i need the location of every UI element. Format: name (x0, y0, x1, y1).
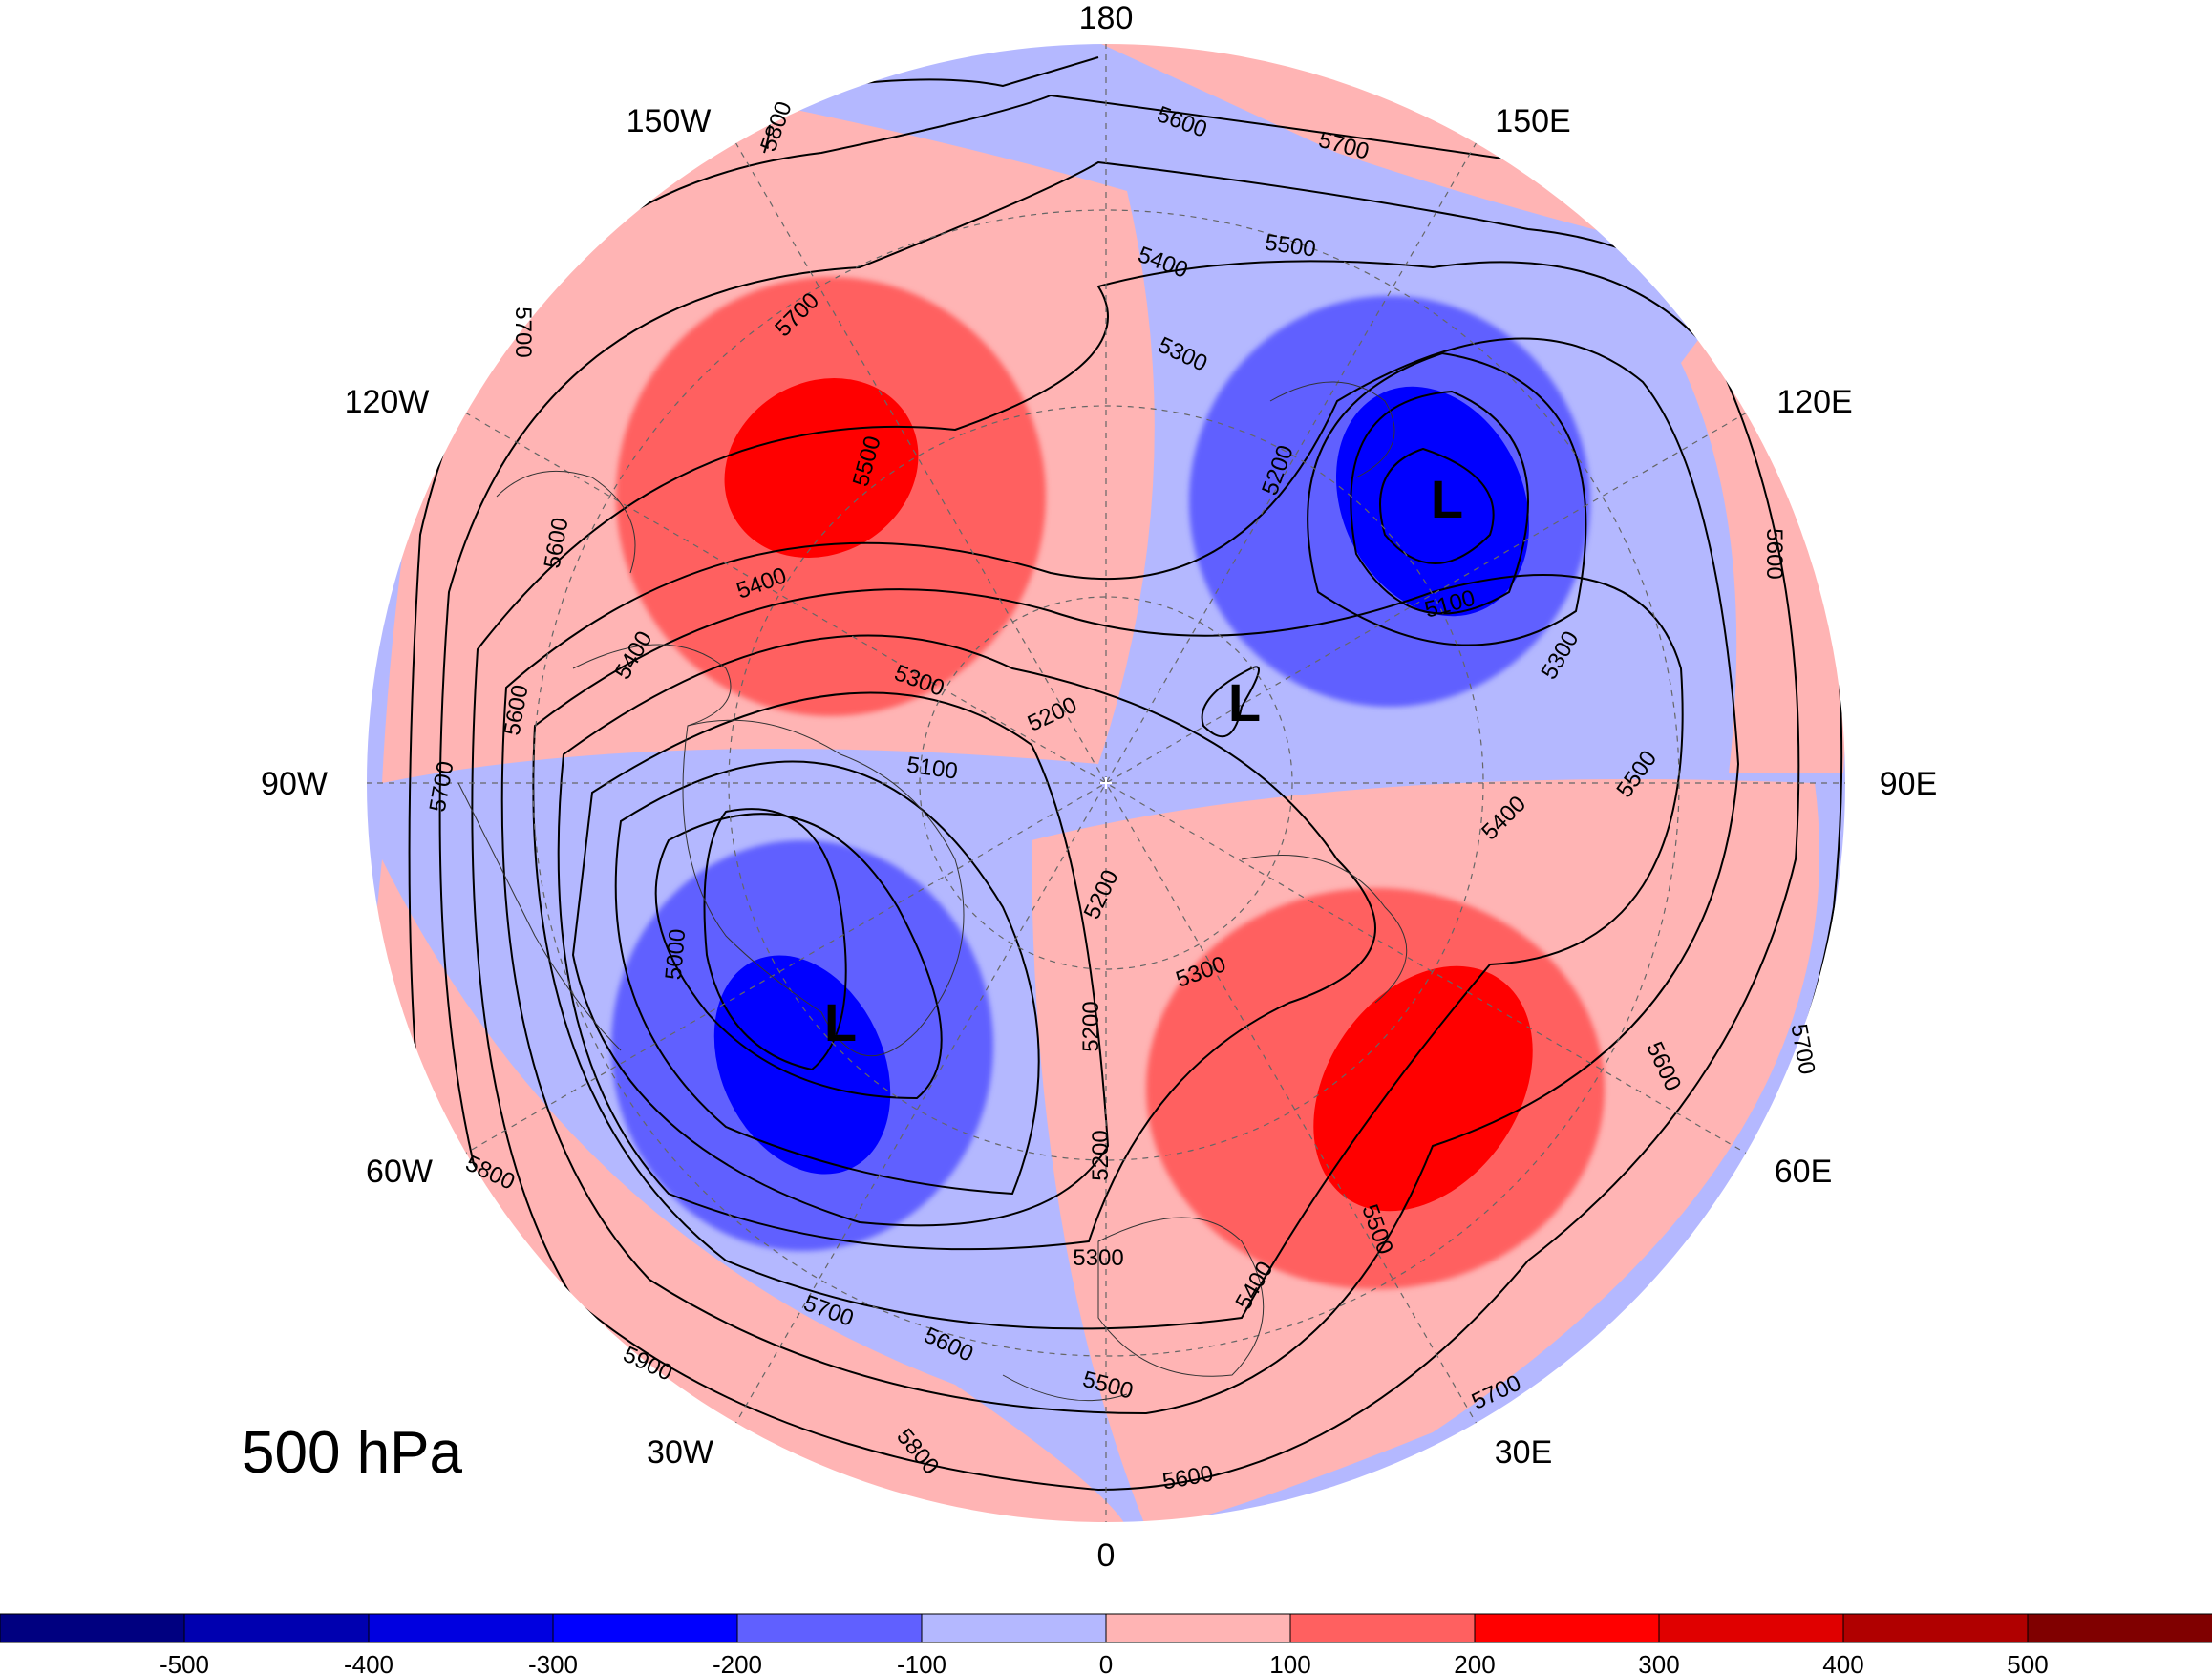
colorbar-box (736, 1613, 923, 1643)
colorbar-tick-label: 500 (2007, 1650, 2048, 1674)
colorbar-box (1105, 1613, 1291, 1643)
colorbar-box (0, 1613, 185, 1643)
lon-label-150e: 150E (1495, 103, 1570, 139)
colorbar-tick-label: -100 (897, 1650, 946, 1674)
longitude-labels: 180 150E 120E 90E 60E 30E 0 30W 60W 90W … (261, 0, 1937, 1574)
contour-label: 5700 (510, 307, 536, 357)
colorbar-box (2027, 1613, 2212, 1643)
lon-label-180: 180 (1079, 0, 1134, 36)
pole-marker (1100, 777, 1112, 789)
contour-label: 5000 (661, 928, 691, 982)
lon-label-150w: 150W (627, 103, 712, 139)
colorbar-tick-label: -200 (713, 1650, 762, 1674)
lon-label-90e: 90E (1880, 766, 1938, 802)
colorbar-tick-label: -300 (528, 1650, 578, 1674)
lon-label-30e: 30E (1495, 1434, 1553, 1471)
anomaly-shading (366, 43, 1846, 1523)
colorbar-tick-label: -500 (160, 1650, 209, 1674)
colorbar-tick-label: 200 (1454, 1650, 1495, 1674)
low-marker-arctic: L (1228, 672, 1261, 732)
colorbar-box (1289, 1613, 1476, 1643)
coastlines (457, 381, 1408, 1402)
lon-label-60w: 60W (366, 1154, 433, 1190)
colorbar-box (552, 1613, 738, 1643)
contour-label: 5200 (1088, 1130, 1114, 1180)
contour-label: 5200 (1078, 1001, 1104, 1051)
colorbar-box (1658, 1613, 1844, 1643)
level-title: 500 hPa (242, 1420, 463, 1486)
low-markers: L L L (824, 469, 1463, 1052)
graticule (366, 43, 1846, 1523)
colorbar: -500 -400 -300 -200 -100 0 100 200 300 400 500 (0, 1613, 2212, 1674)
colorbar-box (183, 1613, 370, 1643)
contour-label: 5600 (1761, 528, 1787, 579)
colorbar-box (1842, 1613, 2029, 1643)
colorbar-tick-label: 0 (1099, 1650, 1113, 1674)
colorbar-tick-label: 100 (1269, 1650, 1310, 1674)
colorbar-tick-label: -400 (344, 1650, 393, 1674)
contour-label: 5300 (1073, 1245, 1123, 1271)
lon-label-30w: 30W (647, 1434, 713, 1471)
lon-label-60e: 60E (1775, 1154, 1833, 1190)
colorbar-box (921, 1613, 1107, 1643)
colorbar-tick-label: 400 (1822, 1650, 1863, 1674)
lon-label-0: 0 (1097, 1537, 1116, 1574)
contour-label: 5700 (1785, 1022, 1819, 1076)
colorbar-box (1474, 1613, 1660, 1643)
height-contours (366, 56, 1846, 1523)
colorbar-tick-label: 300 (1638, 1650, 1679, 1674)
lon-label-120e: 120E (1776, 384, 1852, 420)
lon-label-90w: 90W (261, 766, 328, 802)
colorbar-box (368, 1613, 554, 1643)
lon-label-120w: 120W (345, 384, 430, 420)
low-marker-greenland: L (824, 992, 857, 1052)
low-marker-siberia: L (1431, 469, 1463, 529)
